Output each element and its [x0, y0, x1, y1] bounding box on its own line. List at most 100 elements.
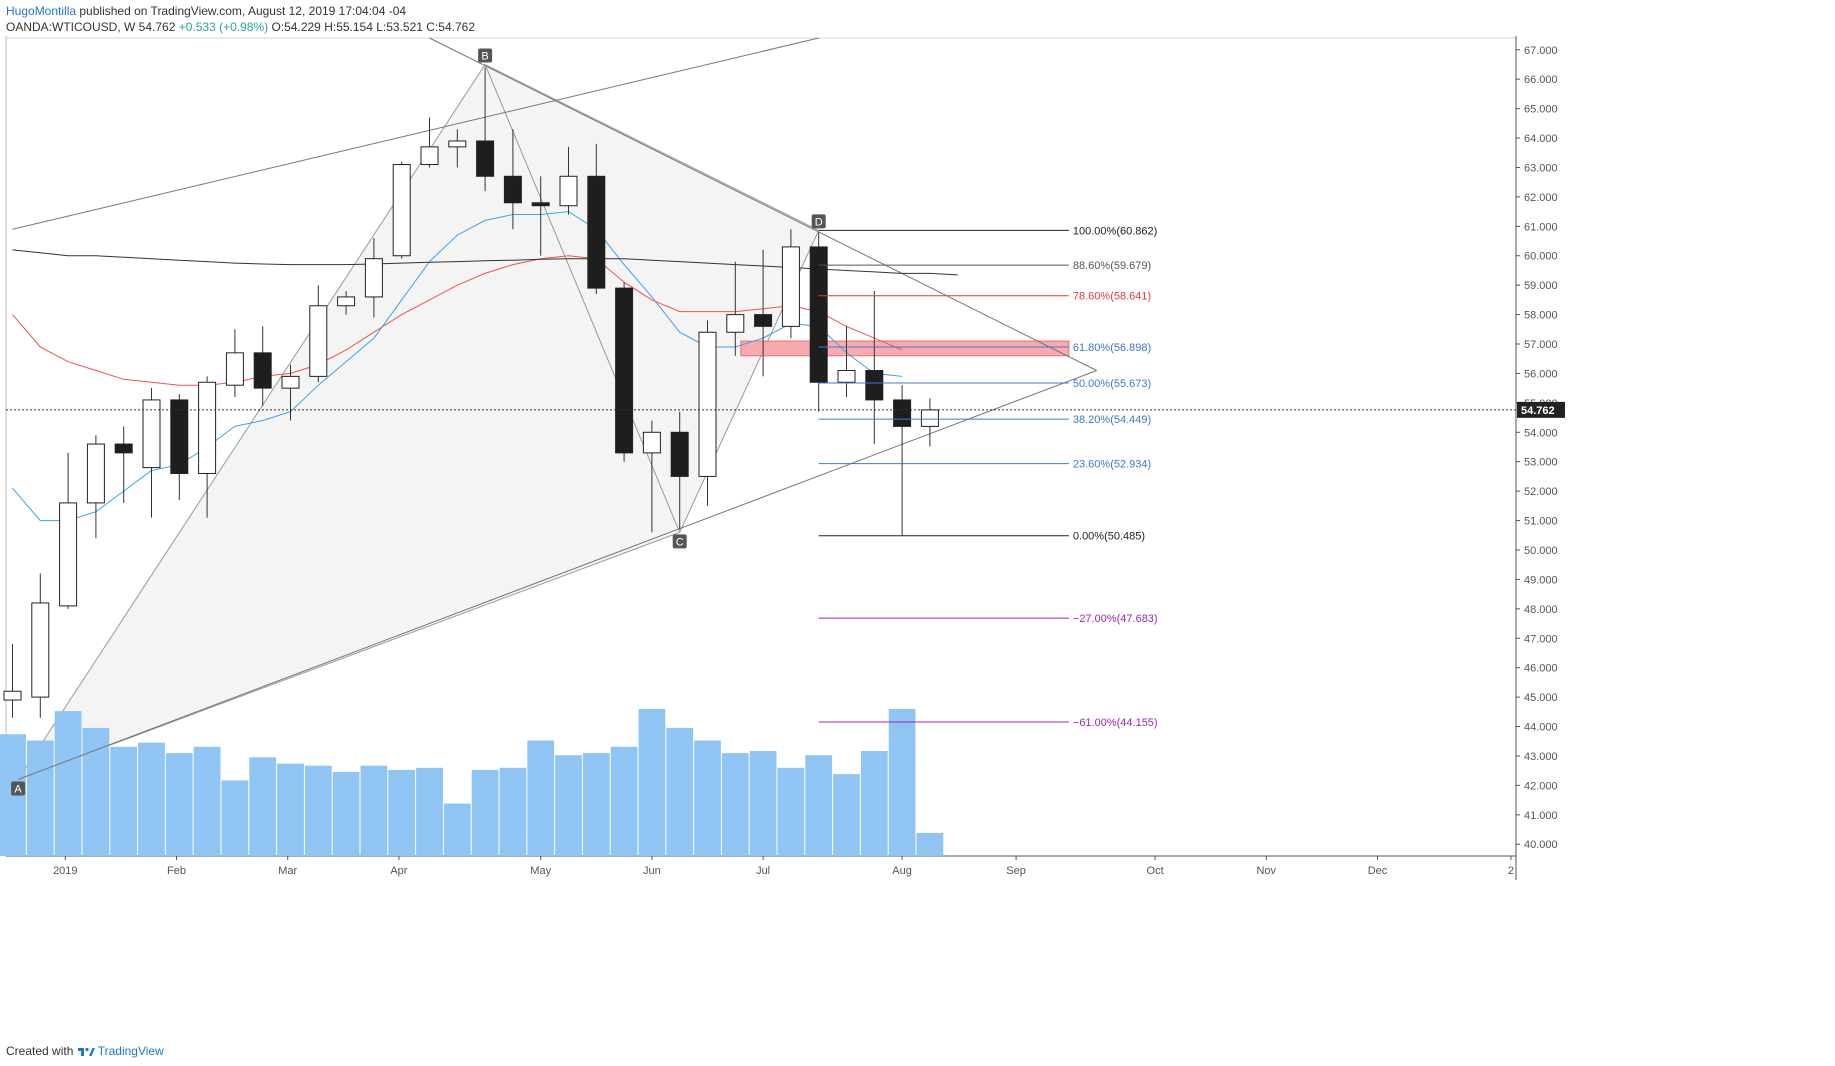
- symbol-change: +0.533 (+0.98%): [178, 20, 269, 34]
- volume-bar: [54, 711, 82, 856]
- fib-level-label: 0.00%(50.485): [1073, 531, 1145, 543]
- trendline: [17, 370, 1097, 780]
- price-tick-label: 45.000: [1524, 692, 1558, 704]
- price-tick-label: 61.000: [1524, 221, 1558, 233]
- volume-bar: [527, 740, 555, 856]
- candle-body: [615, 287, 634, 454]
- ohlc-open: O:54.229: [271, 20, 321, 34]
- candle-body: [642, 431, 661, 454]
- author-link[interactable]: HugoMontilla: [6, 4, 77, 18]
- ohlc-high: H:55.154: [324, 20, 373, 34]
- candle-body: [448, 140, 467, 148]
- candle-body: [531, 202, 550, 207]
- fib-level-label: 23.60%(52.934): [1073, 459, 1151, 471]
- candle-body: [392, 164, 411, 257]
- volume-bar: [860, 751, 888, 856]
- volume-bar: [555, 755, 582, 856]
- last-price-badge: [1517, 401, 1565, 418]
- candle-body: [142, 399, 161, 469]
- volume-bar: [165, 753, 193, 856]
- candle-body: [837, 369, 856, 383]
- time-tick-label: Sep: [1006, 865, 1026, 877]
- candle-body: [476, 140, 495, 177]
- moving-average-line: [12, 255, 903, 386]
- price-tick-label: 51.000: [1524, 516, 1558, 528]
- volume-bar: [360, 765, 388, 856]
- pattern-point-badge: [672, 534, 687, 549]
- price-tick-label: 63.000: [1524, 162, 1558, 174]
- created-with-text: Created with: [6, 1044, 74, 1058]
- price-tick-label: 65.000: [1524, 104, 1558, 116]
- volume-bar: [694, 740, 721, 856]
- volume-bar: [110, 746, 138, 856]
- candle-body: [781, 246, 800, 327]
- candle-body: [253, 352, 272, 389]
- pattern-triangle-abc: [18, 64, 680, 780]
- fib-level-label: 61.80%(56.898): [1073, 342, 1151, 354]
- price-tick-label: 57.000: [1524, 339, 1558, 351]
- tradingview-brand[interactable]: TradingView: [97, 1044, 164, 1058]
- time-tick-label: Nov: [1256, 865, 1276, 877]
- candle-body: [587, 175, 606, 289]
- last-price-line: 54.762: [6, 401, 1565, 418]
- pattern-leg-bd: [484, 64, 819, 231]
- volume-bar: [193, 746, 221, 856]
- supply-zone-rect: [740, 340, 1070, 357]
- candle-body: [420, 146, 439, 166]
- price-axis[interactable]: 40.000 41.000 42.000 43.000 44.000 45.000 46.0…: [1516, 45, 1558, 851]
- time-tick-label: 2019: [53, 865, 77, 877]
- time-tick-label: Jul: [756, 865, 770, 877]
- volume-bar: [221, 780, 249, 856]
- pattern-point-badge: [11, 781, 26, 796]
- volume-bar: [277, 763, 304, 856]
- pattern-point-label: A: [14, 783, 22, 795]
- price-tick-label: 40.000: [1524, 839, 1558, 851]
- candle-body: [726, 314, 745, 333]
- trendlines: [12, 37, 1097, 780]
- volume-bar: [916, 832, 944, 856]
- price-tick-label: 67.000: [1524, 45, 1558, 57]
- time-tick-label: 2: [1508, 865, 1514, 877]
- volume-bar: [666, 727, 694, 856]
- candle-body: [364, 258, 383, 298]
- fib-level-label: 78.60%(58.641): [1073, 291, 1151, 303]
- volume-bar: [443, 803, 471, 856]
- time-tick-label: Oct: [1147, 865, 1164, 877]
- trendline: [429, 37, 1097, 371]
- symbol-name[interactable]: OANDA:WTICOUSD, W: [6, 20, 136, 34]
- moving-averages: [12, 211, 958, 522]
- published-text: published on TradingView.com, August 12,…: [76, 4, 407, 18]
- price-tick-label: 47.000: [1524, 633, 1558, 645]
- volume-bar: [805, 755, 833, 856]
- price-tick-label: 52.000: [1524, 486, 1558, 498]
- pattern-point-label: C: [676, 536, 684, 548]
- fib-level-label: 100.00%(60.862): [1073, 225, 1157, 237]
- candle-body: [920, 409, 939, 427]
- volume-bar: [471, 769, 499, 856]
- volume-bar: [82, 727, 110, 856]
- plot-area: [5, 37, 1517, 857]
- candle-body: [225, 352, 244, 386]
- price-tick-label: 53.000: [1524, 457, 1558, 469]
- candle-body: [309, 305, 328, 377]
- pattern-point-badge: [811, 214, 826, 229]
- fib-level-label: −61.00%(44.155): [1073, 717, 1158, 729]
- price-tick-label: 64.000: [1524, 133, 1558, 145]
- symbol-price: 54.762: [138, 20, 176, 34]
- pattern-point-labels: A B C D: [11, 48, 826, 796]
- pattern-leg: [484, 64, 681, 533]
- price-tick-label: 58.000: [1524, 310, 1558, 322]
- time-tick-label: Apr: [390, 865, 407, 877]
- volume-bar: [249, 757, 277, 856]
- supply-zone: [740, 340, 1070, 357]
- time-axis[interactable]: 2019 Feb Mar Apr May Jun Jul Aug Sep Oct Nov Dec 2: [53, 856, 1514, 877]
- price-tick-label: 59.000: [1524, 280, 1558, 292]
- trendline: [12, 37, 819, 230]
- volume-bar: [582, 753, 610, 856]
- candle-body: [31, 602, 50, 698]
- candle-body: [503, 175, 522, 204]
- price-tick-label: 43.000: [1524, 751, 1558, 763]
- candle-body: [3, 690, 22, 701]
- price-tick-label: 41.000: [1524, 810, 1558, 822]
